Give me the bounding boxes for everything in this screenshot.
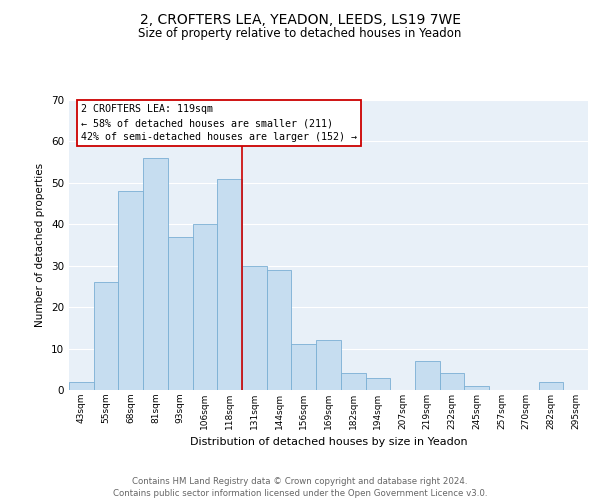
Bar xyxy=(193,224,217,390)
Text: Contains HM Land Registry data © Crown copyright and database right 2024.: Contains HM Land Registry data © Crown c… xyxy=(132,478,468,486)
Bar xyxy=(118,191,143,390)
Bar xyxy=(415,361,440,390)
Bar xyxy=(267,270,292,390)
Bar xyxy=(69,382,94,390)
X-axis label: Distribution of detached houses by size in Yeadon: Distribution of detached houses by size … xyxy=(190,438,467,448)
Text: Size of property relative to detached houses in Yeadon: Size of property relative to detached ho… xyxy=(139,28,461,40)
Bar xyxy=(242,266,267,390)
Text: Contains public sector information licensed under the Open Government Licence v3: Contains public sector information licen… xyxy=(113,489,487,498)
Bar xyxy=(539,382,563,390)
Bar xyxy=(143,158,168,390)
Bar xyxy=(168,236,193,390)
Text: 2 CROFTERS LEA: 119sqm
← 58% of detached houses are smaller (211)
42% of semi-de: 2 CROFTERS LEA: 119sqm ← 58% of detached… xyxy=(82,104,358,142)
Bar xyxy=(292,344,316,390)
Y-axis label: Number of detached properties: Number of detached properties xyxy=(35,163,46,327)
Bar xyxy=(440,374,464,390)
Bar xyxy=(365,378,390,390)
Bar xyxy=(341,374,365,390)
Bar xyxy=(316,340,341,390)
Bar xyxy=(464,386,489,390)
Text: 2, CROFTERS LEA, YEADON, LEEDS, LS19 7WE: 2, CROFTERS LEA, YEADON, LEEDS, LS19 7WE xyxy=(139,12,461,26)
Bar xyxy=(94,282,118,390)
Bar xyxy=(217,178,242,390)
